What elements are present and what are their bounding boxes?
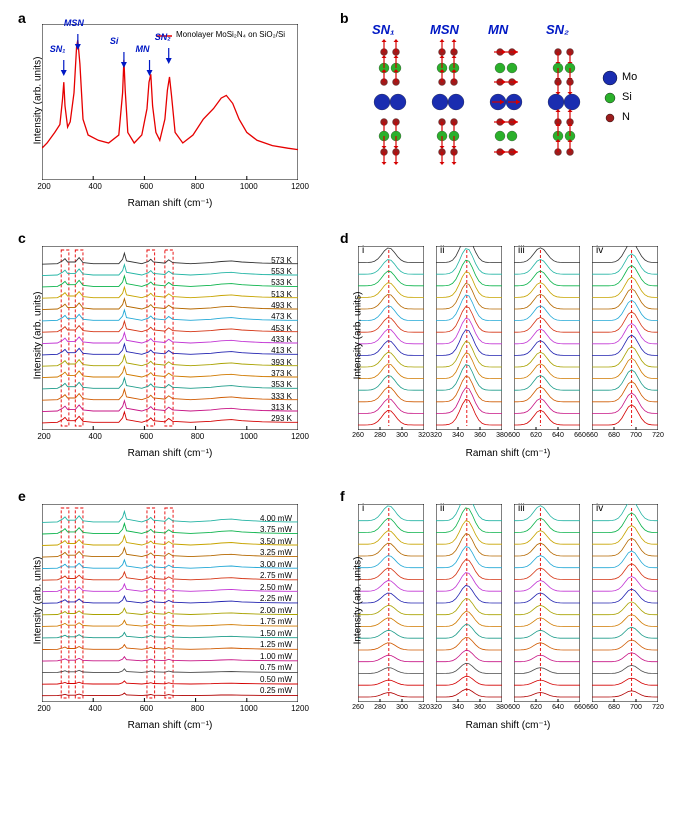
panel-f-xlabel: Raman shift (cm⁻¹) <box>358 720 658 731</box>
panel-e-xlabel: Raman shift (cm⁻¹) <box>42 720 298 731</box>
panel-e-ylabel: Intensity (arb. units) <box>33 541 44 661</box>
panel-d-ylabel: Intensity (arb. units) <box>353 276 364 396</box>
panel-d-chart: i260280300320ii320340360380iii6006206406… <box>358 246 658 430</box>
panel-b-label: b <box>340 10 349 26</box>
panel-f-label: f <box>340 488 345 504</box>
panel-a-ylabel: Intensity (arb. units) <box>33 41 44 161</box>
panel-c-label: c <box>18 230 26 246</box>
figure-root: a 20040060080010001200Monolayer MoSi₂N₄ … <box>0 0 685 817</box>
panel-c-xlabel: Raman shift (cm⁻¹) <box>42 448 298 459</box>
panel-d-xlabel: Raman shift (cm⁻¹) <box>358 448 658 459</box>
panel-a-label: a <box>18 10 26 26</box>
panel-a-xlabel: Raman shift (cm⁻¹) <box>42 198 298 209</box>
panel-b-diagram: SN₁MSNMNSN₂MoSiN <box>358 18 658 188</box>
panel-f-chart: i260280300320ii320340360380iii6006206406… <box>358 504 658 702</box>
panel-d-label: d <box>340 230 349 246</box>
panel-e-label: e <box>18 488 26 504</box>
panel-c-ylabel: Intensity (arb. units) <box>33 276 44 396</box>
panel-a-chart: 20040060080010001200Monolayer MoSi₂N₄ on… <box>42 24 298 180</box>
panel-f-ylabel: Intensity (arb. units) <box>353 541 364 661</box>
panel-c-chart: 20040060080010001200293 K313 K333 K353 K… <box>42 246 298 430</box>
panel-e-chart: 200400600800100012000.25 mW0.50 mW0.75 m… <box>42 504 298 702</box>
